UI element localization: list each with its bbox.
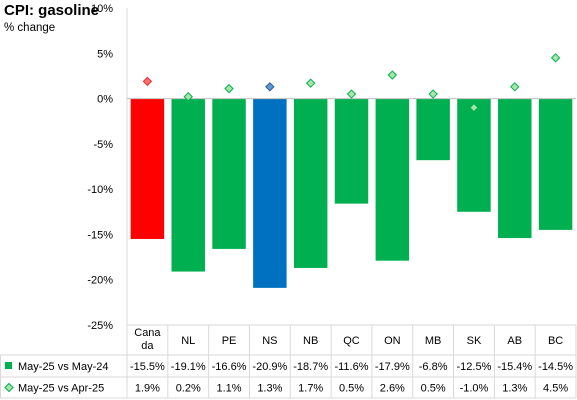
- legend-series-name: May-25 vs Apr-25: [18, 383, 104, 395]
- category-label: QC: [343, 335, 360, 347]
- y-tick-label: -20%: [87, 275, 113, 287]
- data-label: 1.3%: [502, 383, 527, 395]
- data-label: -14.5%: [538, 361, 573, 373]
- bar-pe: [212, 98, 246, 249]
- category-label: AB: [507, 335, 522, 347]
- y-tick-label: 10%: [91, 3, 113, 15]
- data-label: 0.5%: [339, 383, 364, 395]
- data-label: -12.5%: [457, 361, 492, 373]
- diamond-point: [469, 102, 479, 113]
- data-label: 0.2%: [176, 383, 201, 395]
- bar-mb: [416, 98, 450, 161]
- data-label: 2.6%: [380, 383, 405, 395]
- legend-key-diamond: [4, 382, 14, 393]
- category-label: Cana da: [134, 327, 161, 352]
- data-label: 1.1%: [217, 383, 242, 395]
- data-label: -17.9%: [375, 361, 410, 373]
- data-label: -11.6%: [334, 361, 368, 373]
- data-label: -15.4%: [497, 361, 532, 373]
- diamond-point: [142, 76, 153, 87]
- data-label: -6.8%: [419, 361, 448, 373]
- category-label: PE: [222, 335, 237, 347]
- diamond-point: [346, 89, 357, 99]
- data-label: -15.5%: [130, 361, 165, 373]
- bar-ab: [498, 98, 532, 239]
- bar-nb: [293, 98, 328, 268]
- chart-subtitle: % change: [4, 22, 56, 34]
- diamond-point: [183, 92, 193, 102]
- diamond-point: [550, 53, 561, 63]
- data-label: -19.1%: [171, 361, 206, 373]
- data-label: 1.3%: [257, 383, 282, 395]
- category-label: MB: [425, 335, 442, 347]
- data-label: 4.5%: [543, 383, 568, 395]
- data-label: -18.7%: [293, 361, 328, 373]
- category-label: NS: [262, 335, 277, 347]
- data-label: -1.0%: [460, 383, 489, 395]
- y-tick-label: 5%: [97, 48, 113, 60]
- legend-key-bar: [5, 362, 12, 369]
- diamond-point: [510, 82, 520, 92]
- diamond-point: [387, 70, 398, 80]
- bar-canada: [130, 98, 165, 239]
- diamond-point: [305, 78, 316, 88]
- category-label: ON: [384, 335, 401, 347]
- bar-ns: [253, 98, 287, 288]
- data-label: 1.9%: [135, 383, 160, 395]
- y-tick-label: -5%: [93, 139, 113, 151]
- data-label: -20.9%: [252, 361, 287, 373]
- diamond-point: [428, 89, 438, 99]
- data-label: 1.7%: [298, 383, 323, 395]
- bar-qc: [334, 98, 369, 204]
- y-tick-label: 0%: [97, 94, 113, 106]
- category-label: BC: [548, 335, 563, 347]
- diamond-point: [224, 83, 234, 94]
- bar-on: [375, 98, 410, 261]
- data-label: -16.6%: [212, 361, 247, 373]
- bar-nl: [171, 98, 205, 272]
- data-label: 0.5%: [421, 383, 446, 395]
- category-label: SK: [467, 335, 482, 347]
- y-tick-label: -15%: [87, 229, 113, 241]
- y-tick-label: -25%: [87, 320, 113, 332]
- diamond-point: [265, 82, 275, 92]
- bar-sk: [457, 98, 491, 212]
- legend-series-name: May-25 vs May-24: [18, 361, 108, 373]
- chart-title: CPI: gasoline: [4, 2, 100, 19]
- category-label: NL: [181, 335, 195, 347]
- category-label: NB: [303, 335, 318, 347]
- bar-bc: [538, 98, 573, 230]
- y-tick-label: -10%: [87, 184, 113, 196]
